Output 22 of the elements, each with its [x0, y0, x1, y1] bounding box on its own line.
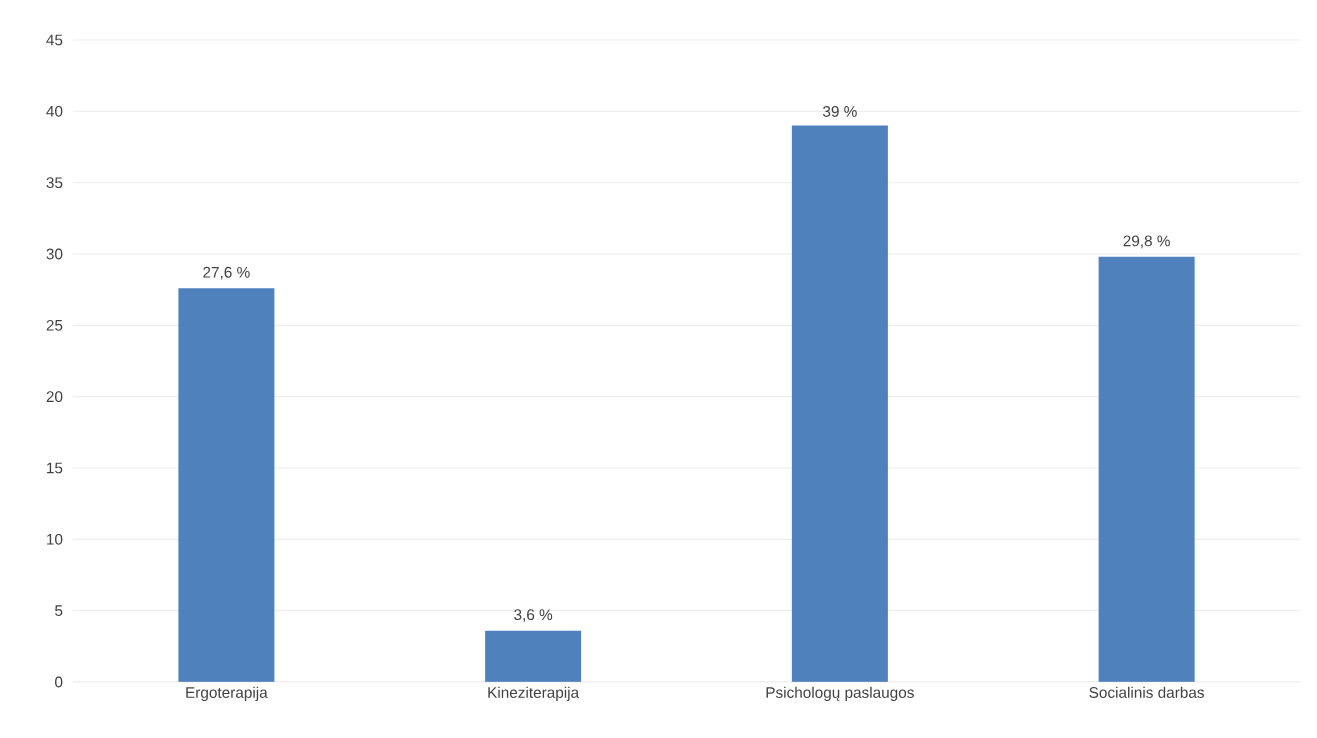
y-tick-label: 40 — [46, 105, 63, 117]
bar — [485, 630, 582, 682]
bar — [178, 288, 275, 682]
y-tick-label: 0 — [55, 676, 63, 688]
bar — [1098, 256, 1195, 682]
x-tick-label: Psichologų paslaugos — [766, 686, 914, 702]
y-tick-label: 15 — [47, 462, 63, 474]
data-label: 3,6 % — [514, 609, 553, 622]
data-label: 29,8 % — [1123, 235, 1170, 249]
y-tick-label: 20 — [46, 391, 63, 403]
y-tick-label: 5 — [55, 605, 63, 616]
x-tick-label: Socialinis darbas — [1089, 686, 1204, 698]
y-tick-label: 45 — [46, 34, 63, 46]
y-tick-label: 30 — [46, 248, 63, 260]
x-tick-label: Ergoterapija — [186, 686, 268, 701]
y-tick-label: 10 — [47, 533, 63, 545]
y-tick-label: 35 — [46, 177, 63, 189]
data-label: 39 % — [822, 106, 857, 117]
data-label: 27,6 % — [203, 266, 250, 280]
y-tick-label: 25 — [46, 319, 63, 331]
x-tick-label: Kineziterapija — [488, 686, 580, 701]
bar — [791, 125, 888, 682]
